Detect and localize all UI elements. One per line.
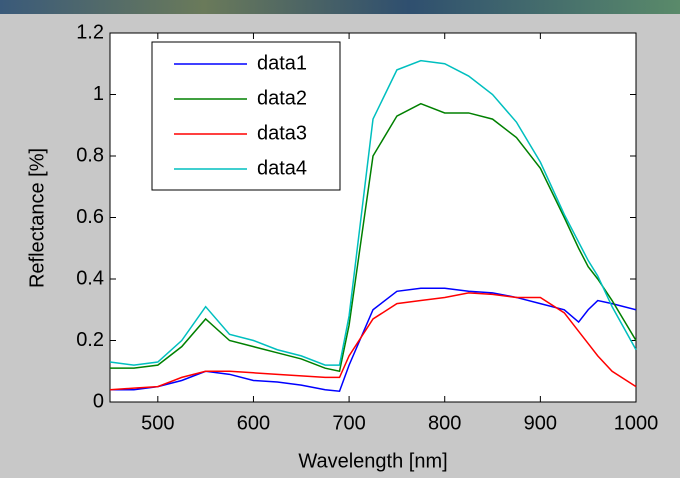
y-tick-label: 1 <box>93 83 104 105</box>
legend-label: data2 <box>257 87 307 109</box>
x-tick-label: 1000 <box>614 412 659 434</box>
y-tick-label: 0.8 <box>76 144 104 166</box>
legend-label: data4 <box>257 157 307 179</box>
data-line <box>109 59 637 366</box>
x-tick-label: 500 <box>141 412 174 434</box>
legend-label: data1 <box>257 52 307 74</box>
legend-label: data3 <box>257 122 307 144</box>
y-tick-label: 0.6 <box>76 206 104 228</box>
y-tick-label: 0 <box>93 390 104 412</box>
x-tick-label: 800 <box>428 412 461 434</box>
x-tick-label: 900 <box>524 412 557 434</box>
y-tick-label: 1.2 <box>76 21 104 43</box>
data-line <box>109 292 637 391</box>
y-tick-label: 0.2 <box>76 329 104 351</box>
y-tick-label: 0.4 <box>76 267 104 289</box>
legend-box <box>151 41 341 191</box>
data-line <box>110 102 637 373</box>
image-strip <box>0 0 680 14</box>
y-axis-label: Reflectance [%] <box>26 148 48 288</box>
x-axis-label: Wavelength [nm] <box>298 450 447 472</box>
x-tick-label: 700 <box>332 412 365 434</box>
x-tick-label: 600 <box>237 412 270 434</box>
